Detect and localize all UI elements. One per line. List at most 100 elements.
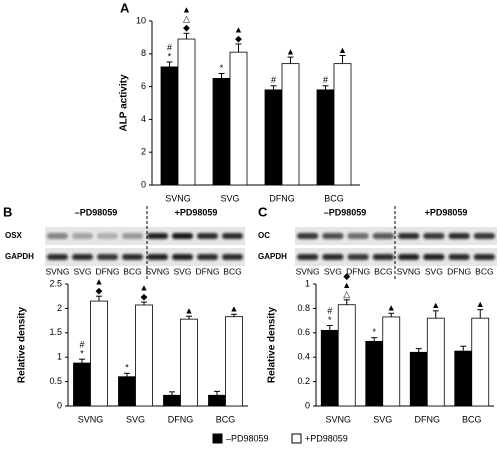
bar xyxy=(180,318,198,407)
y-tick-label: 8 xyxy=(141,48,146,58)
lane-label: SVG xyxy=(174,266,192,276)
error-bar xyxy=(287,56,294,64)
blot-band xyxy=(72,254,93,260)
blot-band xyxy=(172,254,193,260)
group-label: –PD98059 xyxy=(75,207,118,217)
blot-band xyxy=(398,233,420,239)
blot-background xyxy=(295,227,497,245)
lane-label: SVNG xyxy=(145,266,169,276)
blot-band xyxy=(473,254,495,260)
legend-swatch xyxy=(291,433,302,444)
blot-band xyxy=(297,254,319,260)
significance-mark: # xyxy=(271,75,276,85)
significance-mark: ▲ xyxy=(95,277,104,287)
significance-mark: ▲ xyxy=(387,303,396,313)
error-bar xyxy=(169,391,175,396)
bar xyxy=(382,316,401,407)
lane-label: SVG xyxy=(74,266,92,276)
bar xyxy=(160,66,179,186)
error-bar xyxy=(270,85,277,90)
x-tick-label: DFNG xyxy=(269,193,295,203)
x-tick-label: SVG xyxy=(220,193,239,203)
bar xyxy=(426,317,445,407)
lane-label: BCG xyxy=(223,266,241,276)
y-tick-label: 1 xyxy=(305,278,310,288)
x-tick-label: DFNG xyxy=(168,414,194,424)
significance-mark: ▲ xyxy=(286,46,295,56)
blot-band xyxy=(147,233,168,239)
bar xyxy=(337,304,356,407)
blot-band xyxy=(423,233,445,239)
blot-band xyxy=(122,254,143,260)
error-bar xyxy=(415,348,422,353)
lane-label: DFNG xyxy=(95,266,119,276)
lane-label: BCG xyxy=(475,266,493,276)
panel-letter: B xyxy=(3,204,12,219)
y-tick-label: 0.8 xyxy=(297,303,310,313)
significance-mark: ▲ xyxy=(476,299,485,309)
lane-label: BCG xyxy=(123,266,141,276)
blot-background xyxy=(295,248,497,266)
significance-mark: # xyxy=(323,75,328,85)
row-label: OC xyxy=(258,231,270,240)
error-bar xyxy=(79,358,85,364)
significance-mark: * xyxy=(125,363,129,373)
y-tick-label: 0.5 xyxy=(49,376,62,386)
error-bar xyxy=(339,54,346,64)
lane-label: BCG xyxy=(374,266,392,276)
y-tick-label: 10 xyxy=(136,15,146,25)
significance-mark: * xyxy=(372,327,376,337)
y-tick-label: 0 xyxy=(141,179,146,189)
bar xyxy=(229,51,248,186)
blot-band xyxy=(97,233,118,239)
significance-mark: ▲ xyxy=(230,304,239,314)
error-bar xyxy=(141,301,147,305)
x-tick-label: SVNG xyxy=(78,414,104,424)
blot-band xyxy=(322,233,344,239)
significance-mark: * xyxy=(168,51,172,61)
significance-mark: ◆ xyxy=(343,271,350,281)
blot-band xyxy=(122,233,143,239)
row-label: GAPDH xyxy=(258,252,287,261)
significance-mark: ▲ xyxy=(234,24,243,34)
blot-band xyxy=(423,254,445,260)
significance-mark: △ xyxy=(343,289,350,299)
panel-letter: C xyxy=(258,204,268,219)
bar xyxy=(135,304,153,407)
panel-letter: A xyxy=(120,0,130,15)
blot-band xyxy=(448,254,470,260)
blot-band xyxy=(72,233,93,239)
y-tick-label: 1 xyxy=(57,352,62,362)
y-tick-label: 2 xyxy=(57,303,62,313)
bar xyxy=(90,300,108,407)
y-tick-label: 4 xyxy=(141,114,146,124)
group-label: +PD98059 xyxy=(175,207,218,217)
error-bar xyxy=(460,345,467,352)
error-bar xyxy=(371,337,378,342)
lane-label: DFNG xyxy=(346,266,370,276)
y-axis-label: Relative density xyxy=(17,306,28,383)
error-bar xyxy=(96,295,102,302)
significance-mark: ▲ xyxy=(342,280,351,290)
bar xyxy=(208,394,226,407)
error-bar xyxy=(235,43,242,53)
legend: –PD98059 +PD98059 xyxy=(212,433,348,444)
y-tick-label: 2 xyxy=(141,147,146,157)
bar xyxy=(365,340,384,407)
blot-background xyxy=(45,248,245,266)
significance-mark: ▲ xyxy=(338,45,347,55)
blot-band xyxy=(322,254,344,260)
significance-mark: * xyxy=(220,63,224,73)
blot-band xyxy=(222,254,243,260)
error-bar xyxy=(231,313,237,317)
y-tick-label: 0.4 xyxy=(297,352,310,362)
blot-band xyxy=(222,233,243,239)
bar xyxy=(264,89,283,186)
bar xyxy=(320,329,339,407)
bar xyxy=(333,63,352,186)
row-label: OSX xyxy=(5,231,23,240)
y-tick-label: 1.5 xyxy=(49,327,62,337)
blot-band xyxy=(398,254,420,260)
blot-band xyxy=(197,233,218,239)
bar xyxy=(409,351,428,407)
